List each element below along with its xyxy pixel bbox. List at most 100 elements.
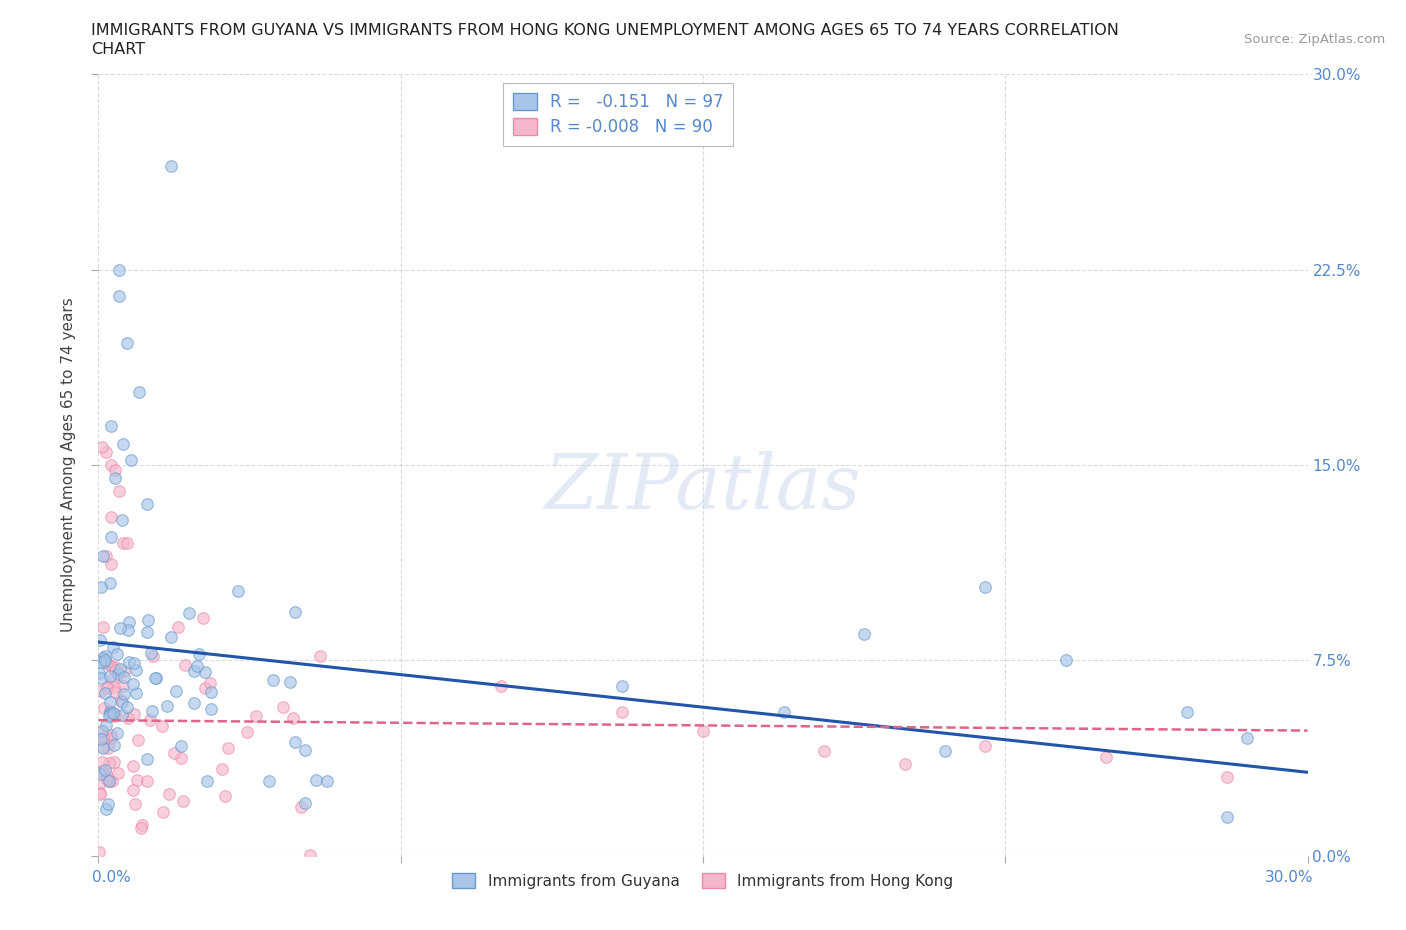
Point	[98, 703, 121, 718]
Point	[118, 615, 141, 630]
Point	[94, 802, 117, 817]
Point	[166, 619, 188, 634]
Point	[105, 646, 128, 661]
Point	[692, 724, 714, 738]
Point	[90, 731, 112, 746]
Point	[87, 666, 110, 681]
Point	[183, 664, 205, 679]
Point	[89, 684, 111, 698]
Point	[91, 549, 114, 564]
Point	[193, 611, 215, 626]
Point	[157, 787, 180, 802]
Point	[104, 663, 127, 678]
Point	[278, 675, 301, 690]
Point	[772, 705, 794, 720]
Point	[853, 627, 876, 642]
Point	[226, 584, 249, 599]
Point	[236, 725, 259, 740]
Point	[111, 707, 134, 722]
Point	[94, 717, 117, 732]
Point	[100, 730, 122, 745]
Point	[91, 439, 114, 454]
Point	[150, 719, 173, 734]
Point	[125, 663, 148, 678]
Point	[96, 445, 118, 459]
Point	[145, 671, 167, 685]
Point	[103, 680, 125, 695]
Point	[163, 746, 186, 761]
Point	[298, 848, 321, 863]
Point	[160, 158, 183, 173]
Point	[90, 724, 112, 738]
Point	[94, 686, 117, 701]
Point	[103, 754, 125, 769]
Point	[94, 763, 117, 777]
Point	[91, 650, 114, 665]
Point	[101, 639, 124, 654]
Point	[90, 580, 112, 595]
Point	[141, 704, 163, 719]
Point	[136, 613, 159, 628]
Point	[139, 645, 162, 660]
Point	[97, 709, 120, 724]
Point	[1236, 731, 1258, 746]
Point	[107, 766, 129, 781]
Point	[271, 699, 294, 714]
Point	[283, 711, 305, 725]
Text: 0.0%: 0.0%	[93, 870, 131, 884]
Point	[491, 679, 513, 694]
Point	[135, 497, 157, 512]
Point	[103, 471, 125, 485]
Point	[120, 452, 142, 467]
Point	[89, 787, 111, 802]
Point	[112, 679, 135, 694]
Point	[194, 665, 217, 680]
Point	[117, 711, 139, 726]
Point	[129, 820, 152, 835]
Text: 30.0%: 30.0%	[1265, 870, 1313, 884]
Point	[115, 536, 138, 551]
Point	[245, 709, 267, 724]
Point	[198, 675, 221, 690]
Point	[813, 744, 835, 759]
Point	[110, 693, 132, 708]
Point	[107, 667, 129, 682]
Point	[104, 660, 127, 675]
Point	[98, 773, 121, 788]
Point	[97, 797, 120, 812]
Point	[98, 576, 121, 591]
Point	[97, 679, 120, 694]
Point	[91, 731, 114, 746]
Point	[142, 648, 165, 663]
Y-axis label: Unemployment Among Ages 65 to 74 years: Unemployment Among Ages 65 to 74 years	[60, 298, 76, 632]
Point	[143, 671, 166, 685]
Point	[934, 744, 956, 759]
Point	[90, 764, 112, 778]
Point	[284, 605, 307, 620]
Point	[89, 655, 111, 670]
Point	[290, 800, 312, 815]
Point	[105, 725, 128, 740]
Point	[89, 766, 111, 781]
Point	[96, 656, 118, 671]
Point	[89, 724, 111, 739]
Point	[89, 786, 111, 801]
Point	[187, 647, 209, 662]
Point	[160, 630, 183, 644]
Point	[1095, 750, 1118, 764]
Point	[97, 737, 120, 751]
Point	[135, 625, 157, 640]
Point	[122, 676, 145, 691]
Point	[135, 751, 157, 766]
Point	[89, 633, 111, 648]
Point	[172, 793, 194, 808]
Point	[305, 772, 328, 787]
Point	[98, 756, 121, 771]
Point	[1175, 705, 1198, 720]
Point	[183, 696, 205, 711]
Point	[259, 774, 281, 789]
Point	[100, 530, 122, 545]
Point	[91, 740, 114, 755]
Point	[284, 735, 307, 750]
Point	[89, 776, 111, 790]
